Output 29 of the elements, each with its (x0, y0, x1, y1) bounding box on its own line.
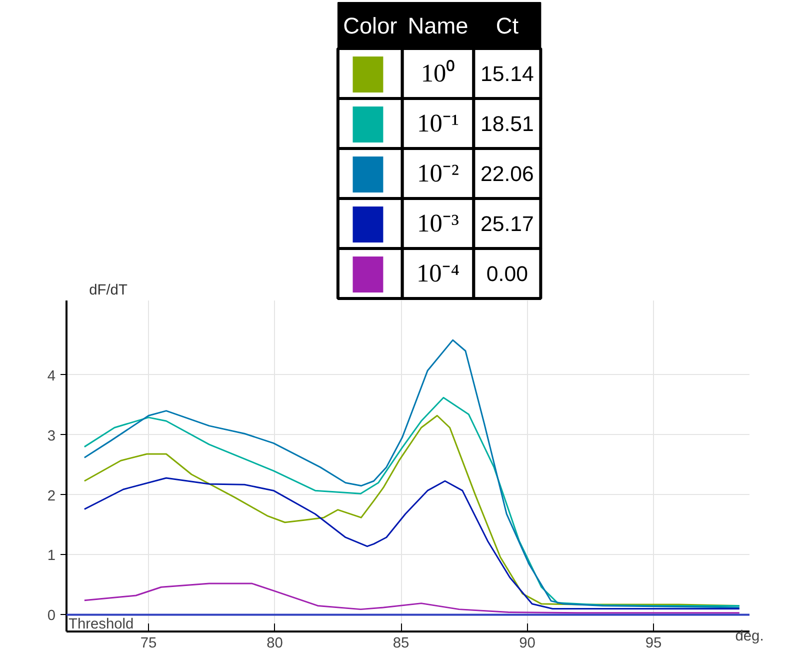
legend-title: Color (343, 12, 398, 38)
y-tick-label: 0 (47, 608, 56, 624)
text: 0.00 (486, 262, 528, 286)
x-tick-label: 90 (519, 636, 536, 652)
text: Name (408, 12, 468, 38)
line-series (84, 339, 740, 608)
x-tick-label: 80 (266, 636, 283, 652)
legend-label: 10⁻¹ (417, 110, 459, 138)
text: 25.17 (480, 212, 534, 236)
ref-line-label: Threshold (68, 616, 134, 633)
y-tick-label: 2 (47, 488, 56, 504)
legend-label: 10⁰ (420, 60, 456, 88)
x-tick-label: 75 (140, 636, 157, 652)
text: Ct (496, 12, 520, 38)
legend-label: 10⁻² (417, 160, 460, 188)
line-series (84, 582, 740, 614)
x-tick-label: 85 (392, 636, 410, 652)
legend-label: 10⁻⁴ (416, 260, 460, 288)
y-tick-label: 3 (47, 428, 56, 444)
y-axis-title: dF/dT (89, 282, 128, 298)
y-tick-label: 4 (47, 368, 56, 384)
x-tick-label: 95 (645, 636, 662, 652)
x-axis-title: deg. (735, 628, 764, 644)
text: 18.51 (480, 112, 534, 136)
text: 15.14 (480, 62, 534, 86)
legend-label: 10⁻³ (417, 210, 460, 238)
line-series (84, 477, 740, 610)
y-tick-label: 1 (47, 548, 56, 564)
text: 22.06 (480, 162, 534, 186)
